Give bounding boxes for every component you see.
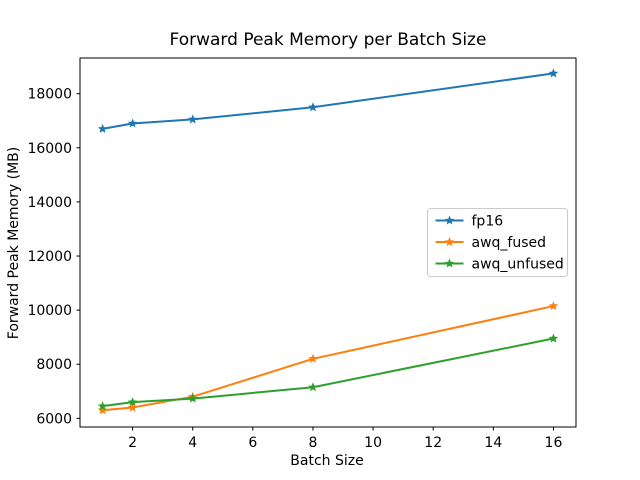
- data-point-star-fp16: [97, 123, 108, 133]
- y-tick-label: 14000: [27, 195, 72, 211]
- data-point-star-awq_fused: [97, 405, 108, 415]
- y-axis-label: Forward Peak Memory (MB): [6, 147, 22, 339]
- data-point-star-fp16: [187, 114, 198, 124]
- legend-label-fp16: fp16: [472, 214, 504, 230]
- x-axis-label: Batch Size: [290, 453, 363, 469]
- data-point-star-awq_fused: [127, 402, 138, 412]
- data-point-star-awq_fused: [308, 353, 318, 363]
- data-point-star-awq_unfused: [97, 401, 108, 411]
- x-tick-label: 2: [128, 435, 137, 451]
- x-tick-label: 6: [248, 435, 257, 451]
- legend-star-marker: [444, 258, 455, 268]
- x-tick-label: 14: [484, 435, 502, 451]
- y-tick-label: 6000: [36, 411, 72, 427]
- data-point-star-awq_fused: [548, 301, 559, 311]
- data-series: [97, 68, 559, 415]
- y-tick-label: 8000: [36, 357, 72, 373]
- plot-frame: [79, 57, 577, 428]
- data-point-star-fp16: [308, 102, 318, 112]
- legend-star-marker: [444, 215, 455, 225]
- series-line-fp16: [101, 72, 555, 130]
- legend-label-awq_fused: awq_fused: [472, 235, 547, 251]
- legend: fp16 awq_fused awq_unfused: [427, 208, 568, 277]
- x-tick-label: 16: [545, 435, 563, 451]
- chart-title: Forward Peak Memory per Batch Size: [170, 30, 487, 50]
- data-point-star-awq_unfused: [548, 333, 559, 343]
- data-point-star-awq_unfused: [127, 397, 138, 407]
- y-tick-label: 18000: [27, 87, 72, 103]
- series-line-awq_fused: [101, 305, 555, 412]
- legend-box: [427, 208, 568, 277]
- x-tick-label: 4: [188, 435, 197, 451]
- x-tick-label: 12: [424, 435, 442, 451]
- data-point-star-fp16: [127, 118, 138, 128]
- y-tick-label: 10000: [27, 303, 72, 319]
- axes: 2 4 6 8 10 12 14 16 6000 8000 10000 12000 14000 16000…: [27, 57, 577, 451]
- data-point-star-awq_unfused: [308, 382, 318, 392]
- y-tick-label: 12000: [27, 249, 72, 265]
- x-tick-label: 10: [364, 435, 382, 451]
- data-point-star-awq_unfused: [187, 393, 198, 403]
- series-line-awq_unfused: [101, 337, 555, 408]
- y-tick-label: 16000: [27, 141, 72, 157]
- data-point-star-fp16: [548, 68, 559, 78]
- legend-label-awq_unfused: awq_unfused: [472, 257, 564, 273]
- x-tick-label: 8: [309, 435, 318, 451]
- legend-star-marker: [444, 237, 455, 247]
